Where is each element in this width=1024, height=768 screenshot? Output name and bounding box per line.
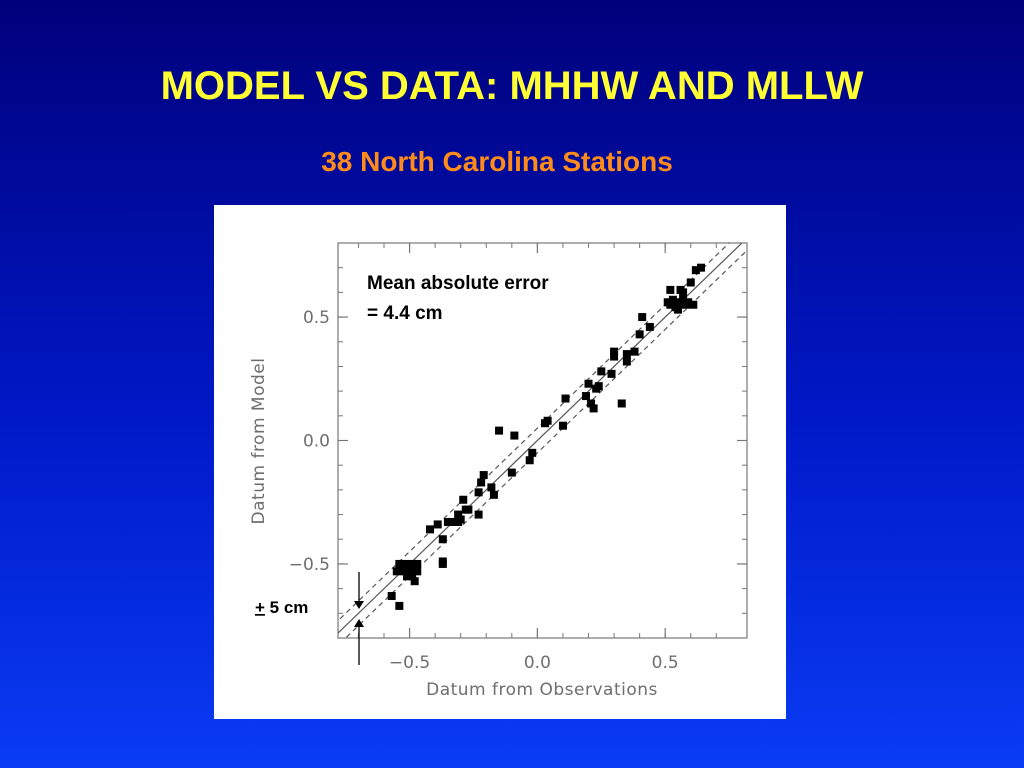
plus-minus-sign: + — [255, 598, 265, 617]
data-point — [581, 392, 590, 401]
data-point — [464, 505, 473, 514]
major-ticks — [338, 243, 747, 638]
x-axis-label: Datum from Observations — [426, 680, 658, 700]
data-point — [668, 295, 677, 304]
lower-band-line — [344, 249, 747, 638]
data-point — [622, 350, 631, 359]
data-point — [673, 298, 682, 307]
data-point — [561, 394, 570, 403]
data-point — [410, 577, 419, 586]
data-point — [589, 404, 598, 413]
data-point — [617, 399, 626, 408]
y-tick-labels: −0.5 0.0 0.5 — [289, 308, 330, 575]
data-point — [691, 266, 700, 275]
data-point — [587, 399, 596, 408]
data-point — [449, 517, 458, 526]
data-point — [645, 322, 654, 331]
data-point — [395, 559, 404, 568]
data-point — [433, 520, 442, 529]
data-point — [597, 367, 606, 376]
data-point — [408, 572, 417, 581]
band-label-text: 5 cm — [265, 598, 308, 617]
data-point — [666, 285, 675, 294]
data-point — [525, 456, 534, 465]
data-point — [438, 559, 447, 568]
x-tick-label: 0.5 — [652, 653, 679, 673]
slide-title: MODEL VS DATA: MHHW AND MLLW — [160, 64, 864, 108]
data-point — [607, 369, 616, 378]
data-point — [400, 559, 409, 568]
data-point — [584, 379, 593, 388]
y-axis-label: Datum from Model — [249, 358, 269, 525]
data-point — [638, 313, 647, 322]
data-point — [474, 510, 483, 519]
data-point — [438, 535, 447, 544]
data-point — [528, 448, 537, 457]
band-label: + 5 cm — [255, 598, 308, 617]
data-point — [395, 601, 404, 610]
data-point — [679, 295, 688, 304]
data-point — [686, 278, 695, 287]
data-point — [673, 305, 682, 314]
data-point — [558, 421, 567, 430]
data-point — [684, 298, 693, 307]
data-point — [459, 495, 468, 504]
data-point — [456, 515, 465, 524]
data-point — [408, 559, 417, 568]
data-points — [387, 263, 705, 610]
data-point — [630, 347, 639, 356]
data-point — [622, 357, 631, 366]
band-arrow-bottom-head — [354, 619, 364, 627]
data-point — [443, 517, 452, 526]
data-point — [489, 490, 498, 499]
data-point — [392, 567, 401, 576]
data-point — [413, 567, 422, 576]
data-point — [696, 263, 705, 272]
data-point — [495, 426, 504, 435]
data-point — [594, 382, 603, 391]
data-point — [610, 352, 619, 361]
data-point — [487, 483, 496, 492]
y-tick-label: 0.0 — [303, 432, 330, 452]
data-point — [474, 488, 483, 497]
data-point — [689, 300, 698, 309]
x-tick-label: 0.0 — [524, 653, 551, 673]
mean-error-annotation-line1: Mean absolute error — [367, 273, 549, 294]
y-tick-label: −0.5 — [289, 555, 330, 575]
x-tick-labels: −0.5 0.0 0.5 — [389, 653, 679, 673]
mean-error-annotation-line2: = 4.4 cm — [367, 303, 443, 324]
data-point — [679, 288, 688, 297]
y-tick-label: 0.5 — [303, 308, 330, 328]
data-point — [507, 468, 516, 477]
one-to-one-line — [338, 243, 743, 634]
data-point — [426, 525, 435, 534]
scatter-chart: −0.5 0.0 0.5 −0.5 0.0 0.5 Datum from Observa… — [249, 242, 748, 700]
x-tick-label: −0.5 — [389, 653, 430, 673]
data-point — [635, 330, 644, 339]
upper-band-line — [338, 243, 730, 622]
data-point — [510, 431, 519, 440]
data-point — [387, 592, 396, 601]
data-point — [477, 478, 486, 487]
data-point — [666, 300, 675, 309]
data-point — [454, 510, 463, 519]
data-point — [413, 559, 422, 568]
band-arrow-top-head — [354, 601, 364, 609]
data-point — [543, 416, 552, 425]
slide-subtitle: 38 North Carolina Stations — [321, 146, 673, 177]
data-point — [610, 347, 619, 356]
data-point — [479, 471, 488, 480]
chart-panel: −0.5 0.0 0.5 −0.5 0.0 0.5 Datum from Observa… — [214, 205, 786, 719]
data-point — [400, 567, 409, 576]
